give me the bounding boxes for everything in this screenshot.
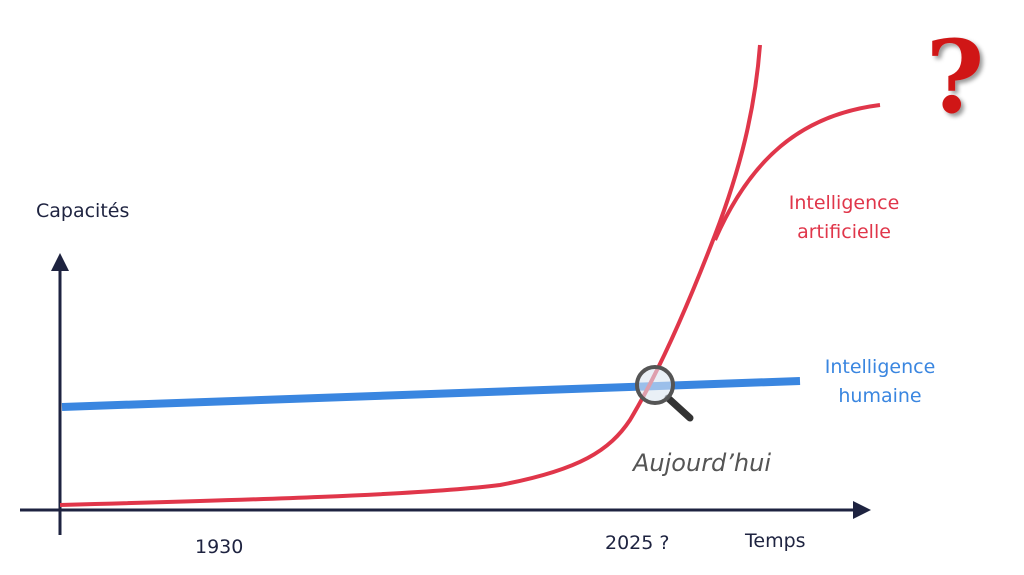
x-marker: 1930 — [195, 536, 243, 558]
x-axis-label: Temps — [744, 530, 806, 552]
ai-curve — [59, 44, 762, 507]
question-icon: ? — [926, 18, 985, 136]
today-annotation: Aujourd’hui — [631, 449, 771, 477]
magnifier-icon — [635, 365, 694, 422]
y-axis-label: Capacités — [36, 200, 129, 222]
human-label: Intelligence — [825, 356, 936, 378]
x-marker: 2025 ? — [605, 532, 669, 554]
ai-label: Intelligence — [789, 192, 900, 214]
ai-label: artificielle — [797, 221, 891, 243]
human-label: humaine — [838, 385, 921, 407]
human-curve — [61, 377, 801, 411]
ai-curve-branch — [713, 103, 881, 241]
